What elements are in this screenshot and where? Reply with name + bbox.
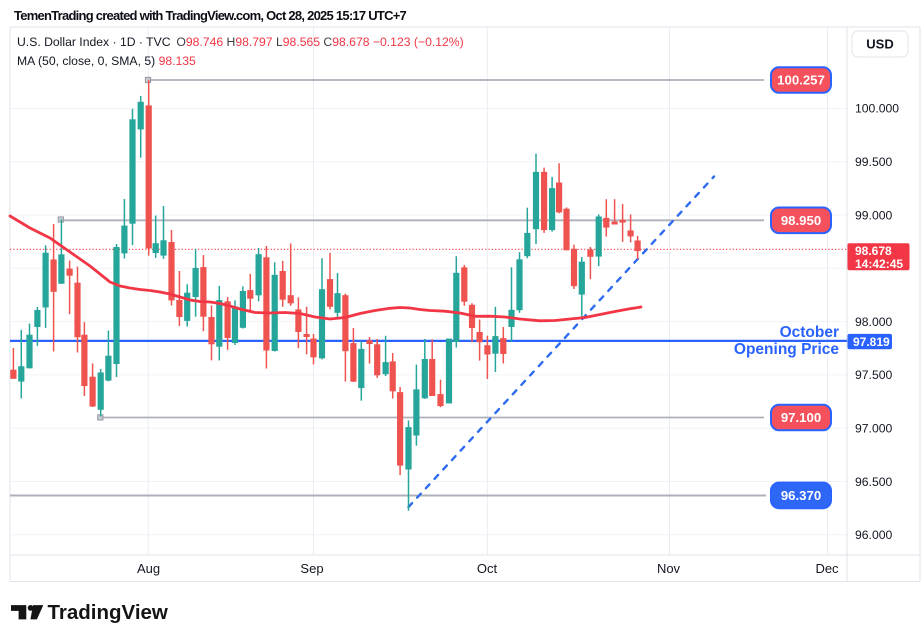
svg-text:Aug: Aug bbox=[137, 561, 160, 576]
svg-text:MA (50, close, 0, SMA, 5) 98.1: MA (50, close, 0, SMA, 5) 98.135 bbox=[17, 54, 196, 68]
svg-text:U.S. Dollar Index · 1D · TVC: U.S. Dollar Index · 1D · TVC O98.746 H98… bbox=[17, 35, 464, 49]
svg-text:98.678: 98.678 bbox=[855, 244, 892, 258]
svg-text:USD: USD bbox=[866, 37, 893, 52]
svg-text:TradingView: TradingView bbox=[48, 601, 168, 624]
svg-text:97.819: 97.819 bbox=[853, 335, 890, 349]
svg-text:96.500: 96.500 bbox=[855, 475, 892, 489]
svg-text:97.500: 97.500 bbox=[855, 368, 892, 382]
svg-text:TemenTrading created with Trad: TemenTrading created with TradingView.co… bbox=[14, 8, 407, 23]
svg-text:96.370: 96.370 bbox=[781, 488, 821, 503]
svg-text:97.100: 97.100 bbox=[781, 410, 821, 425]
svg-text:99.500: 99.500 bbox=[855, 155, 892, 169]
svg-text:Dec: Dec bbox=[815, 561, 839, 576]
svg-text:97.000: 97.000 bbox=[855, 422, 892, 436]
svg-text:Sep: Sep bbox=[300, 561, 323, 576]
svg-text:96.000: 96.000 bbox=[855, 528, 892, 542]
svg-text:14:42:45: 14:42:45 bbox=[855, 257, 903, 271]
svg-text:Opening Price: Opening Price bbox=[734, 341, 839, 358]
svg-text:98.000: 98.000 bbox=[855, 315, 892, 329]
svg-text:100.257: 100.257 bbox=[777, 73, 825, 88]
svg-text:October: October bbox=[780, 324, 839, 341]
svg-text:100.000: 100.000 bbox=[855, 102, 899, 116]
svg-text:Nov: Nov bbox=[657, 561, 681, 576]
svg-text:99.000: 99.000 bbox=[855, 208, 892, 222]
svg-text:98.950: 98.950 bbox=[781, 213, 821, 228]
svg-text:Oct: Oct bbox=[477, 561, 498, 576]
